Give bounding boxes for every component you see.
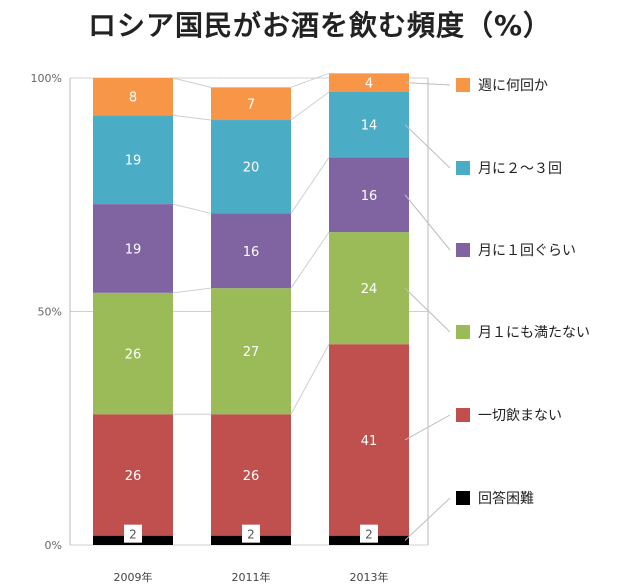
connector-line	[172, 77, 212, 88]
legend-leader-line	[404, 124, 451, 169]
data-label: 16	[361, 189, 378, 204]
bar-segment	[329, 232, 409, 345]
legend-label: 月１にも満たない	[478, 325, 590, 341]
bar-segment	[93, 414, 173, 536]
data-label: 24	[361, 282, 378, 297]
legend-label: 月に２～３回	[478, 161, 562, 177]
legend-swatch	[456, 408, 470, 422]
legend-leader-line	[404, 194, 451, 251]
data-label: 2	[247, 528, 255, 542]
legend-leader-line	[404, 497, 451, 541]
data-label: 8	[129, 91, 137, 106]
data-label: 2	[365, 528, 373, 542]
data-label: 2	[129, 528, 137, 542]
connector-line	[172, 287, 212, 294]
connector-line	[290, 157, 330, 214]
y-tick-label: 0%	[45, 539, 62, 552]
data-label-box	[242, 524, 260, 543]
connector-line	[172, 203, 212, 214]
data-label-box	[124, 524, 142, 543]
data-label: 26	[125, 469, 142, 484]
x-tick-label: 2009年	[114, 570, 153, 584]
legend-leader-line	[404, 82, 451, 86]
legend-label: 一切飲まない	[478, 408, 562, 424]
bar-segment	[93, 204, 173, 293]
x-tick-label: 2011年	[232, 570, 271, 584]
bar-segment	[211, 213, 291, 289]
bar-segment	[211, 288, 291, 415]
legend-swatch	[456, 491, 470, 505]
legend-leader-line	[404, 287, 451, 333]
y-tick-label: 50%	[38, 306, 62, 319]
data-label: 14	[361, 119, 378, 134]
connector-lines	[172, 72, 330, 415]
legend-label: 週に何回か	[478, 78, 548, 94]
bar-segment	[211, 120, 291, 214]
legend-leader-line	[404, 414, 451, 441]
legend-swatch	[456, 325, 470, 339]
data-label: 7	[247, 98, 255, 113]
connector-line	[290, 231, 330, 289]
connector-line	[290, 91, 330, 121]
y-tick-label: 100%	[31, 72, 62, 85]
bar-segment	[329, 157, 409, 233]
legend-swatch	[456, 243, 470, 257]
bar-segment	[93, 78, 173, 116]
legend-swatch	[456, 161, 470, 175]
data-label: 26	[243, 469, 260, 484]
connector-line	[290, 72, 330, 88]
bar-segment	[211, 414, 291, 536]
bar-segments	[93, 73, 409, 545]
data-label: 4	[365, 77, 373, 92]
data-label: 26	[125, 348, 142, 363]
bar-segment	[211, 87, 291, 121]
bar-segment	[329, 344, 409, 536]
data-label-box	[360, 524, 378, 543]
legend-swatch	[456, 78, 470, 92]
data-label: 27	[243, 345, 260, 360]
data-label: 16	[243, 245, 260, 260]
bar-segment	[93, 115, 173, 205]
legend-label: 月に１回ぐらい	[478, 243, 576, 259]
x-tick-label: 2013年	[350, 570, 389, 584]
data-label: 19	[125, 242, 142, 257]
bar-segment	[93, 292, 173, 415]
connector-line	[172, 114, 212, 121]
legend-label: 回答困難	[478, 490, 534, 507]
segment-labels: 2 26 26 19 19 8 2009年 2 26 27 16 20 7 2011年 2 41 24 16 14 4…	[114, 77, 389, 584]
connector-line	[290, 343, 330, 415]
bar-segment	[329, 73, 409, 93]
chart-title: ロシア国民がお酒を飲む頻度（%）	[87, 9, 553, 42]
data-label: 20	[243, 161, 260, 176]
data-label: 41	[361, 434, 378, 449]
bar-segment	[329, 92, 409, 158]
data-label: 19	[125, 154, 142, 169]
